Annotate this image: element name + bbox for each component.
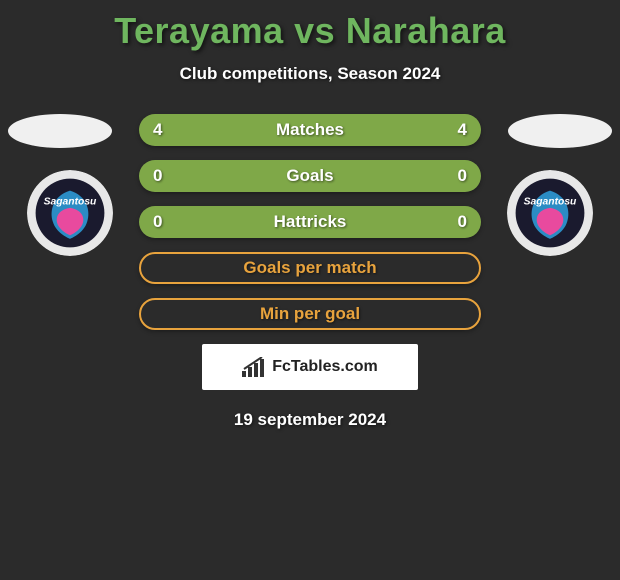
- club-badge-right: Sagantosu: [507, 170, 593, 256]
- stat-label: Goals: [286, 166, 333, 186]
- player-right-placeholder: [508, 114, 612, 148]
- stat-bar: Hattricks 0 0: [139, 206, 481, 238]
- stat-bar: Matches 4 4: [139, 114, 481, 146]
- comparison-area: Sagantosu Sagantosu Matches44Goals00Hatt…: [0, 114, 620, 430]
- stat-value-left: 0: [153, 166, 162, 186]
- stat-value-left: 4: [153, 120, 162, 140]
- stat-value-right: 0: [458, 212, 467, 232]
- page-subtitle: Club competitions, Season 2024: [0, 64, 620, 84]
- stat-bars: Matches 4 4 Goals 0 0 Hattricks 0 0 Goals per mat…: [139, 114, 481, 330]
- svg-text:Sagantosu: Sagantosu: [44, 196, 97, 207]
- page-title: Terayama vs Narahara: [0, 0, 620, 52]
- player-left-placeholder: [8, 114, 112, 148]
- stat-label: Min per goal: [260, 304, 360, 324]
- stat-label: Goals per match: [243, 258, 376, 278]
- attribution-text: FcTables.com: [272, 358, 378, 376]
- svg-text:Sagantosu: Sagantosu: [524, 196, 577, 207]
- stat-value-right: 0: [458, 166, 467, 186]
- club-badge-left: Sagantosu: [27, 170, 113, 256]
- chart-icon: [242, 357, 266, 377]
- stat-label: Matches: [276, 120, 344, 140]
- stat-value-right: 4: [458, 120, 467, 140]
- date-text: 19 september 2024: [0, 410, 620, 430]
- stat-label: Hattricks: [274, 212, 347, 232]
- stat-value-left: 0: [153, 212, 162, 232]
- stat-bar: Min per goal: [139, 298, 481, 330]
- attribution-badge: FcTables.com: [202, 344, 418, 390]
- stat-bar: Goals 0 0: [139, 160, 481, 192]
- stat-bar: Goals per match: [139, 252, 481, 284]
